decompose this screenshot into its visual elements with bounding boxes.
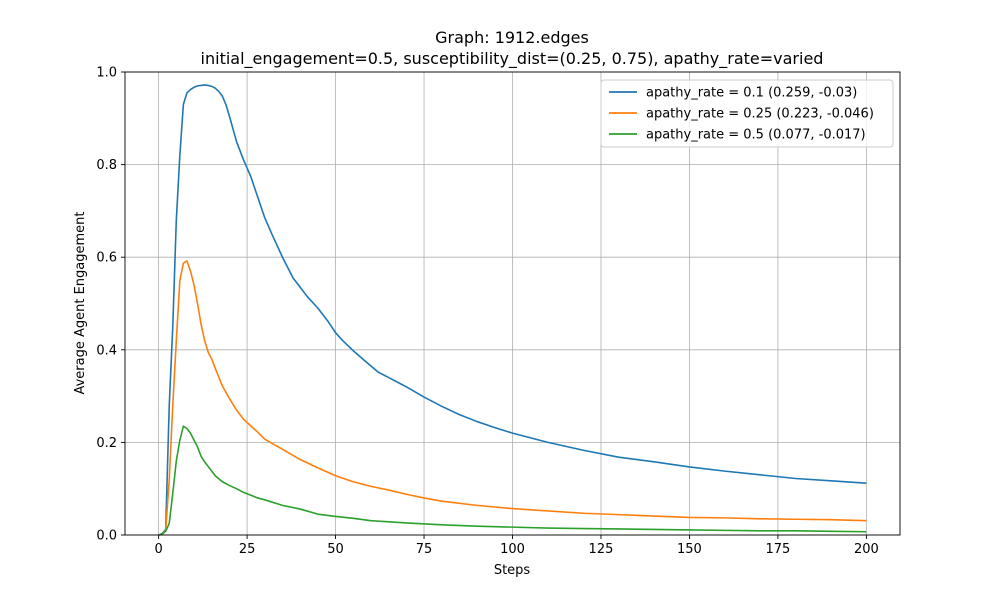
series-line-2 (158, 260, 867, 536)
x-tick-label: 150 (677, 542, 702, 557)
y-tick-label: 1.0 (96, 66, 117, 81)
y-tick-label: 0.6 (96, 251, 117, 266)
x-tick-label: 50 (327, 542, 344, 557)
y-tick-label: 0.8 (96, 158, 117, 173)
chart-subtitle: initial_engagement=0.5, susceptibility_d… (201, 49, 824, 69)
y-tick-label: 0.4 (96, 343, 117, 358)
y-tick-label: 0.2 (96, 436, 117, 451)
series-line-1 (158, 84, 867, 536)
x-tick-label: 125 (589, 542, 614, 557)
chart-title: Graph: 1912.edges (435, 28, 589, 47)
x-tick-label: 200 (854, 542, 879, 557)
legend-label-1: apathy_rate = 0.1 (0.259, -0.03) (646, 86, 857, 101)
x-tick-label: 75 (416, 542, 433, 557)
x-tick-label: 175 (765, 542, 790, 557)
x-tick-label: 100 (500, 542, 525, 557)
x-tick-label: 0 (154, 542, 162, 557)
y-tick-label: 0.0 (96, 529, 117, 544)
series-layer (158, 84, 867, 536)
legend-label-2: apathy_rate = 0.25 (0.223, -0.046) (646, 107, 874, 122)
series-line-3 (158, 425, 867, 536)
x-tick-label: 25 (239, 542, 256, 557)
legend: apathy_rate = 0.1 (0.259, -0.03) apathy_r… (600, 79, 894, 148)
y-axis-label: Average Agent Engagement (73, 211, 88, 394)
x-axis-label: Steps (494, 563, 531, 578)
axes-layer: 0 25 50 75 100 125 150 175 200 0.0 0.2 0.4 0.6 0.8 1.0 (96, 66, 901, 557)
legend-box (600, 79, 894, 148)
legend-label-3: apathy_rate = 0.5 (0.077, -0.017) (646, 128, 866, 143)
